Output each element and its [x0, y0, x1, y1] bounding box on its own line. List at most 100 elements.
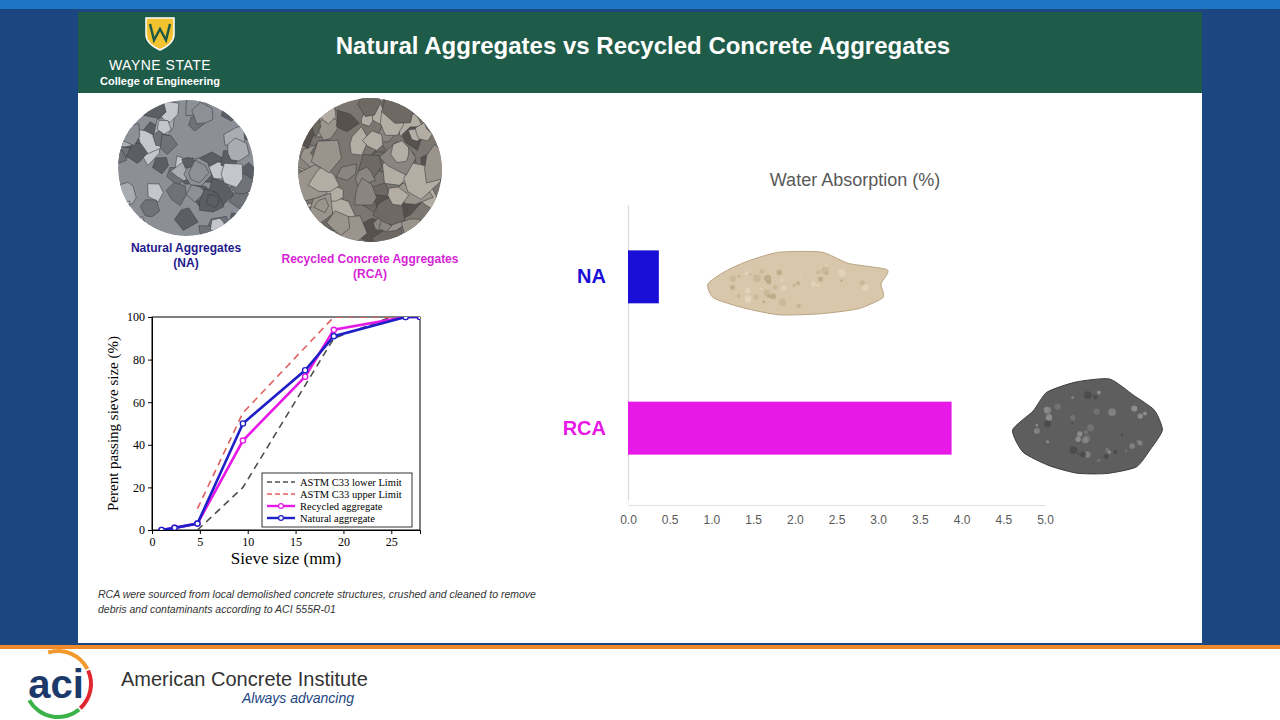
rock-grain	[1125, 449, 1128, 452]
point	[172, 525, 177, 530]
rock-grain	[773, 285, 778, 290]
legend-entry: ASTM C33 lower Limit	[267, 477, 402, 488]
stone	[210, 218, 227, 236]
tick-mark	[296, 530, 297, 534]
stone	[189, 160, 209, 183]
rock-photo	[1013, 379, 1163, 474]
stone	[118, 124, 140, 146]
tick: NA	[577, 265, 628, 287]
tick-label: 40	[133, 438, 145, 452]
stone	[243, 117, 262, 142]
rock-grain	[777, 270, 782, 275]
point	[303, 374, 308, 379]
axis-line	[628, 206, 629, 501]
legend-entry: Natural aggregate	[267, 513, 375, 524]
point	[303, 368, 308, 373]
tick: 0.0	[620, 505, 637, 527]
bar	[628, 402, 952, 455]
axis-line	[148, 318, 153, 531]
stone	[148, 184, 164, 202]
logo-name: WAYNE STATE	[109, 57, 211, 73]
rock-grain	[793, 284, 795, 286]
tick-label: 2.5	[829, 513, 846, 527]
y-axis: NA RCA	[563, 206, 629, 501]
legend-marker	[279, 504, 284, 509]
stone	[221, 163, 243, 187]
aggregate-photo	[287, 88, 459, 260]
point	[240, 421, 245, 426]
tick-label: 3.5	[912, 513, 929, 527]
slide: Natural Aggregates vs Recycled Concrete …	[0, 0, 1280, 720]
legend-swatch	[267, 493, 295, 494]
tick: 25	[386, 530, 398, 549]
tick-label: 0.5	[662, 513, 679, 527]
stone	[290, 122, 314, 149]
tick: 5.0	[1037, 505, 1054, 527]
tick-label: 5.0	[1037, 513, 1054, 527]
rock-grain	[745, 271, 749, 275]
stone	[314, 198, 329, 213]
header-band	[78, 12, 1202, 93]
legend-entry: Recycled aggregate	[267, 501, 383, 512]
tick: 10	[242, 530, 254, 549]
tick: RCA	[563, 417, 628, 439]
rock-grain	[760, 288, 763, 291]
tick-label: 100	[127, 310, 145, 324]
rock-grain	[797, 304, 800, 307]
stone	[311, 140, 341, 173]
footer-tagline: Always advancing	[241, 690, 354, 706]
stone	[157, 121, 171, 135]
rock-grain	[767, 294, 771, 298]
stone	[391, 141, 409, 163]
stone	[302, 88, 328, 113]
rock-grain	[797, 304, 801, 308]
tick-label: 0	[139, 523, 145, 537]
tick-mark	[200, 530, 201, 534]
rock-grain	[800, 274, 802, 276]
tick-label: 60	[133, 396, 145, 410]
tick: 1.0	[704, 505, 721, 527]
tick: 15	[290, 530, 302, 549]
rock-grain	[746, 298, 751, 303]
rock-grain	[753, 275, 761, 283]
stone	[221, 102, 242, 121]
y-axis-title: Perent passing sieve size (%)	[105, 336, 122, 511]
photo-label: Recycled Concrete Aggregates	[282, 252, 459, 266]
tick-mark	[391, 530, 392, 534]
rock-grain	[1113, 450, 1117, 454]
tick-label: 80	[133, 353, 145, 367]
tick-label: 10	[242, 535, 254, 549]
rock-grain	[816, 270, 820, 274]
stone	[140, 200, 159, 217]
rock-grain	[1054, 404, 1060, 410]
rock-grain	[1094, 408, 1100, 414]
tick-mark	[148, 487, 152, 488]
photo-label: (RCA)	[353, 267, 387, 281]
tick: 4.5	[995, 505, 1012, 527]
point	[195, 521, 200, 526]
rock-grain	[1108, 451, 1111, 454]
rock-grain	[1044, 421, 1051, 428]
plot-marks	[159, 317, 420, 530]
plot-frame	[152, 317, 420, 530]
rock-grain	[1070, 415, 1075, 420]
tick-mark	[148, 530, 152, 531]
logo-unit: College of Engineering	[100, 75, 220, 87]
tick-label: 4.0	[954, 513, 971, 527]
stone	[166, 183, 186, 206]
point	[417, 317, 420, 320]
tick-label: 1.5	[745, 513, 762, 527]
stone	[231, 88, 253, 118]
rock-grain	[1082, 437, 1088, 443]
tick-label: 2.0	[787, 513, 804, 527]
stone	[138, 94, 166, 118]
rock-photo	[708, 251, 888, 315]
rock-grain	[745, 288, 751, 294]
tick: 20	[338, 530, 350, 549]
chart-title: Water Absorption (%)	[770, 170, 940, 190]
rock-grain	[738, 275, 741, 278]
legend-label: Natural aggregate	[300, 513, 375, 524]
tick-label: RCA	[563, 417, 606, 439]
point	[403, 317, 408, 320]
tick-label: NA	[577, 265, 606, 287]
